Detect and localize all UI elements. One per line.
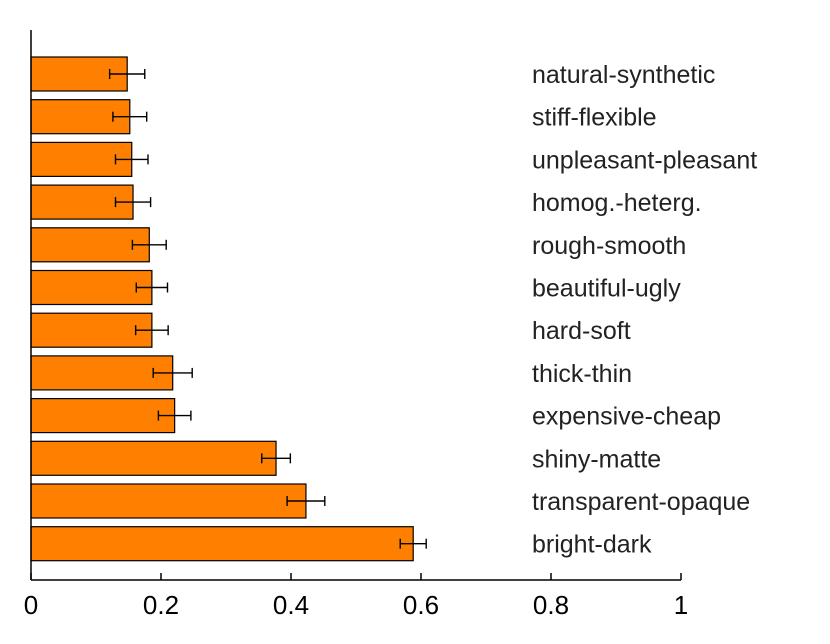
bar-transparent-opaque — [30, 483, 307, 519]
category-label: bright-dark — [532, 531, 652, 559]
x-tick-label: 0.6 — [403, 590, 439, 620]
category-label: transparent-opaque — [532, 488, 750, 516]
x-tick-label: 1 — [674, 590, 688, 620]
category-label: beautiful-ugly — [532, 275, 681, 303]
bar-thick-thin — [30, 355, 174, 391]
bar-bright-dark — [30, 526, 414, 562]
x-tick-label: 0.2 — [143, 590, 179, 620]
category-label: thick-thin — [532, 360, 632, 388]
category-label: expensive-cheap — [532, 403, 721, 431]
error-bar-bright-dark — [399, 538, 427, 549]
error-bar-natural-synthetic — [108, 69, 146, 79]
bar-shiny-matte — [30, 440, 277, 476]
error-bar-transparent-opaque — [286, 496, 326, 506]
category-label: stiff-flexible — [532, 104, 657, 132]
error-bar-thick-thin — [152, 367, 193, 378]
bar-beautiful-ugly — [30, 269, 153, 306]
bar-rough-smooth — [30, 227, 150, 263]
x-tick-label: 0 — [24, 590, 38, 620]
error-bar-hard-soft — [134, 325, 169, 336]
error-bars-group — [108, 69, 427, 549]
error-bar-shiny-matte — [261, 453, 292, 464]
category-labels-group: natural-synthetic stiff-flexible unpleasan… — [532, 61, 757, 559]
error-bar-rough-smooth — [131, 239, 167, 250]
x-tick-label: 0.8 — [533, 590, 569, 620]
category-label: shiny-matte — [532, 445, 661, 473]
bars-group — [30, 56, 414, 562]
x-ticks-group: 0 0.2 0.4 0.6 0.8 1 — [24, 573, 688, 620]
error-bar-homog.-heterg. — [114, 197, 152, 208]
x-tick-label: 0.4 — [273, 590, 309, 620]
error-bar-unpleasant-pleasant — [114, 154, 149, 165]
category-label: unpleasant-pleasant — [532, 146, 757, 174]
category-label: natural-synthetic — [532, 61, 715, 89]
error-bar-expensive-cheap — [157, 410, 192, 421]
category-label: rough-smooth — [532, 232, 686, 260]
error-bar-beautiful-ugly — [135, 282, 169, 293]
error-bar-stiff-flexible — [112, 111, 148, 122]
bar-expensive-cheap — [30, 398, 176, 434]
bar-hard-soft — [30, 312, 153, 348]
category-label: hard-soft — [532, 317, 631, 345]
category-label: homog.-heterg. — [532, 189, 702, 217]
